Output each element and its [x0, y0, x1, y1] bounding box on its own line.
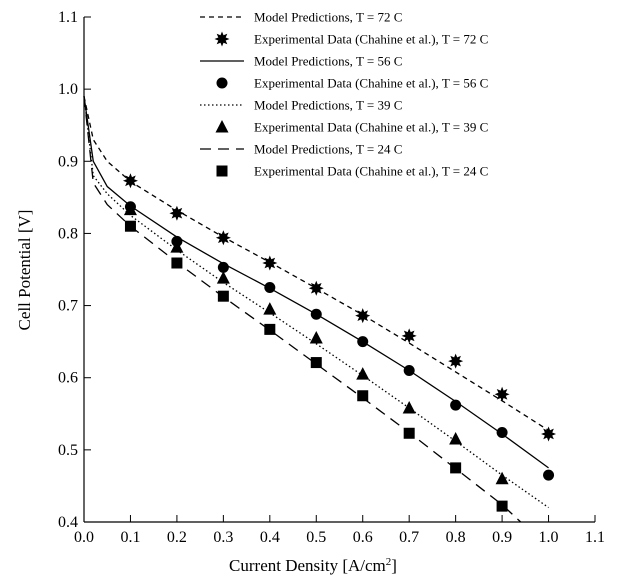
legend-label: Experimental Data (Chahine et al.), T = …: [254, 164, 488, 179]
data-point-circle: [357, 336, 369, 348]
x-tick-label: 0.4: [260, 529, 280, 546]
legend-label: Experimental Data (Chahine et al.), T = …: [254, 120, 488, 135]
data-point-triangle: [216, 271, 230, 284]
x-tick-label: 0.6: [353, 529, 373, 546]
y-tick-label: 0.5: [58, 442, 78, 459]
legend-label: Model Predictions, T = 39 C: [254, 98, 402, 113]
legend-swatch-marker: [216, 77, 228, 89]
data-point-star: [448, 353, 464, 369]
data-point-star: [308, 280, 324, 296]
series-layer: [83, 96, 557, 523]
y-axis-title: Cell Potential [V]: [15, 210, 34, 331]
legend-swatch-marker: [215, 120, 229, 133]
x-tick-label: 0.9: [492, 529, 512, 546]
data-point-circle: [310, 308, 322, 320]
data-point-star: [122, 173, 138, 189]
data-point-star: [401, 328, 417, 344]
x-tick-label: 0.7: [399, 529, 419, 546]
data-point-triangle: [402, 401, 416, 414]
data-point-triangle: [356, 367, 370, 380]
x-tick-label: 0.0: [74, 529, 94, 546]
series-line-6: [83, 96, 522, 523]
y-tick-label: 1.1: [58, 9, 78, 26]
data-point-triangle: [449, 432, 463, 445]
data-point-star: [355, 308, 371, 324]
axes: 0.0 0.1 0.2 0.3 0.4 0.5 0.6 0.7 0.8 0.9 1.0 1.1 0.4 0…: [58, 9, 605, 546]
x-tick-label: 0.1: [120, 529, 140, 546]
legend-label: Model Predictions, T = 56 C: [254, 54, 402, 69]
data-point-square: [403, 427, 415, 439]
x-axis-title-end: ]: [391, 556, 397, 575]
x-tick-label: 0.2: [167, 529, 187, 546]
data-point-square: [496, 500, 508, 512]
data-point-circle: [403, 365, 415, 376]
x-axis-title-superscript: 2: [386, 556, 392, 568]
data-point-circle: [543, 469, 555, 481]
data-point-circle: [496, 427, 508, 439]
data-point-square: [171, 257, 183, 269]
legend-label: Experimental Data (Chahine et al.), T = …: [254, 76, 488, 91]
y-tick-label: 0.4: [58, 514, 78, 531]
data-point-star: [541, 426, 557, 442]
data-point-circle: [217, 261, 229, 273]
y-tick-label: 1.0: [58, 81, 78, 98]
y-tick-label: 0.8: [58, 225, 78, 242]
data-point-triangle: [123, 202, 137, 216]
series-line-4: [83, 96, 549, 509]
data-point-star: [262, 255, 278, 271]
x-tick-label: 0.8: [446, 529, 466, 546]
y-tick-label: 0.9: [58, 153, 78, 170]
x-axis-title: Current Density [A/cm2]: [229, 556, 397, 575]
x-tick-label: 1.0: [539, 529, 559, 546]
legend-swatch-marker: [214, 31, 230, 47]
data-point-triangle: [309, 331, 323, 344]
data-point-square: [124, 220, 136, 232]
data-point-circle: [264, 282, 276, 294]
data-point-square: [217, 290, 229, 302]
data-point-square: [310, 357, 322, 369]
data-point-circle: [450, 399, 462, 411]
legend: Model Predictions, T = 72 C Experimental …: [200, 10, 488, 179]
legend-label: Experimental Data (Chahine et al.), T = …: [254, 32, 488, 47]
legend-label: Model Predictions, T = 72 C: [254, 10, 402, 25]
data-point-square: [450, 462, 462, 474]
data-point-star: [494, 386, 510, 402]
x-tick-label: 0.3: [213, 529, 233, 546]
x-axis-title-main: Current Density [A/cm: [229, 556, 386, 575]
data-point-star: [169, 205, 185, 221]
data-point-square: [357, 390, 369, 402]
data-point-triangle: [170, 240, 184, 253]
legend-swatch-marker: [216, 165, 228, 177]
data-point-triangle: [495, 471, 509, 485]
legend-label: Model Predictions, T = 24 C: [254, 142, 402, 157]
x-tick-label: 1.1: [585, 529, 605, 546]
data-point-square: [264, 323, 276, 335]
data-point-star: [215, 230, 231, 246]
y-tick-label: 0.6: [58, 370, 78, 387]
y-tick-label: 0.7: [58, 298, 78, 315]
data-point-triangle: [263, 302, 277, 315]
x-tick-label: 0.5: [306, 529, 326, 546]
